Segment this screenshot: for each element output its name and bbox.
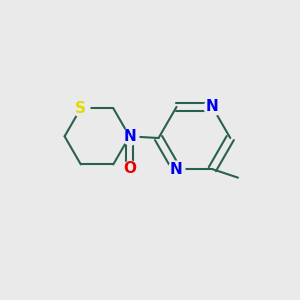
Text: O: O [123,161,136,176]
Text: S: S [75,101,86,116]
Text: N: N [170,162,183,177]
Text: N: N [206,100,219,115]
Text: N: N [123,129,136,144]
